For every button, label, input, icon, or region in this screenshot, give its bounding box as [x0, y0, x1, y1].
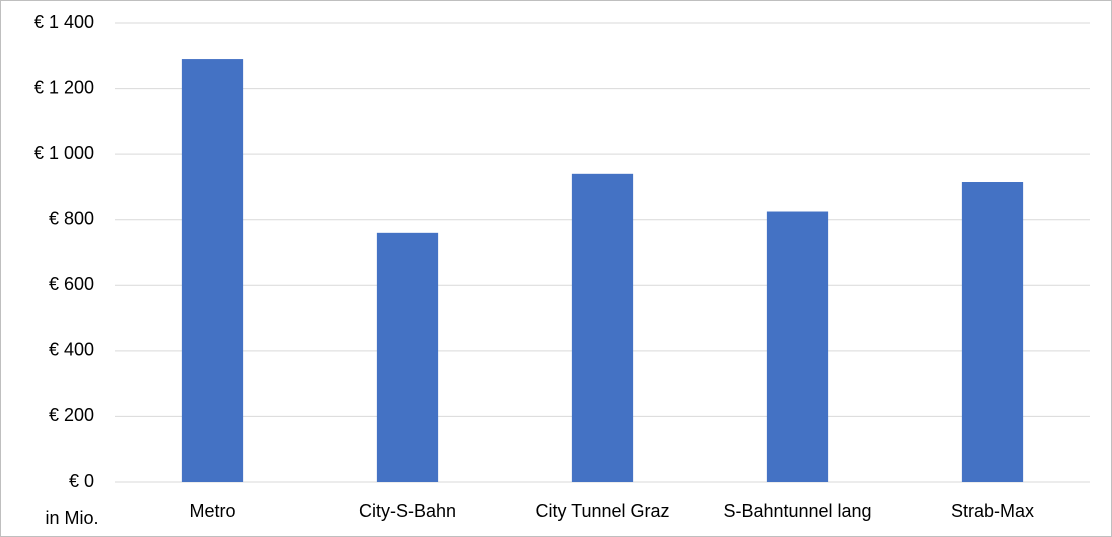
y-tick-label: € 1 000 — [34, 143, 94, 163]
bar — [571, 173, 634, 483]
bar — [766, 211, 829, 482]
y-tick-label: € 800 — [49, 208, 94, 228]
bar — [961, 182, 1024, 482]
y-tick-label: € 400 — [49, 340, 94, 360]
y-tick-label: € 200 — [49, 405, 94, 425]
bar — [376, 232, 439, 482]
y-axis-unit-label: in Mio. — [45, 508, 98, 528]
x-tick-label: City Tunnel Graz — [535, 501, 669, 521]
y-tick-label: € 1 200 — [34, 77, 94, 97]
x-tick-label: Metro — [189, 501, 235, 521]
x-tick-label: City-S-Bahn — [359, 501, 456, 521]
y-tick-label: € 0 — [69, 471, 94, 491]
x-tick-label: Strab-Max — [951, 501, 1034, 521]
y-tick-label: € 1 400 — [34, 12, 94, 32]
x-tick-label: S-Bahntunnel lang — [723, 501, 871, 521]
bar — [181, 59, 244, 483]
y-tick-label: € 600 — [49, 274, 94, 294]
